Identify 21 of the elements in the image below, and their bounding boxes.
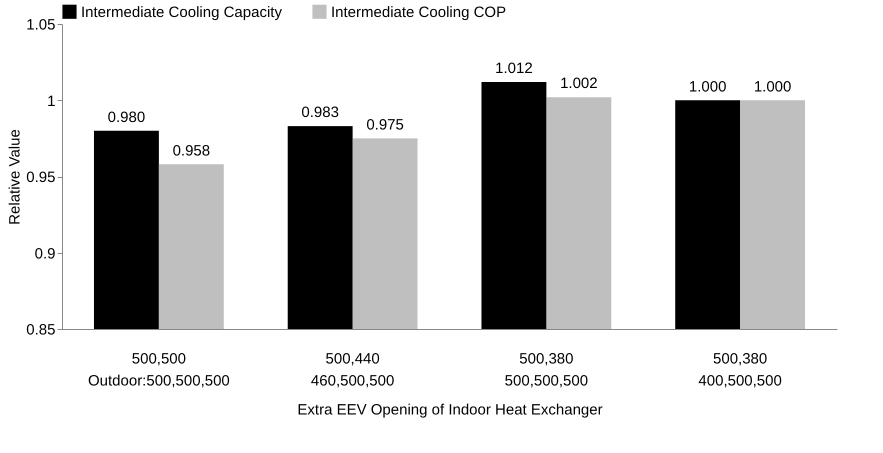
y-tick-label: 0.85 xyxy=(26,322,56,338)
x-tick-label: 500,440 460,500,500 xyxy=(310,350,394,390)
y-axis-title: Relative Value xyxy=(6,129,24,225)
y-tick-label: 1 xyxy=(47,92,56,110)
y-tick-label: 1.05 xyxy=(26,16,56,34)
data-label: 1.012 xyxy=(495,60,533,77)
x-tick-label: 500,380 400,500,500 xyxy=(698,350,782,390)
data-label: 0.983 xyxy=(301,104,339,122)
data-label: 0.975 xyxy=(366,116,404,134)
legend-label: Intermediate Cooling Capacity xyxy=(81,4,282,21)
x-tick-label: 500,500 Outdoor:500,500,500 xyxy=(88,350,230,390)
data-label: 0.980 xyxy=(108,108,146,126)
data-label: 1.002 xyxy=(560,75,598,92)
x-tick-label: 500,380 500,500,500 xyxy=(504,350,588,390)
data-label: 1.000 xyxy=(688,78,726,96)
y-tick-label: 0.9 xyxy=(34,245,56,262)
data-label: 0.958 xyxy=(172,142,210,160)
y-tick-label: 0.95 xyxy=(26,169,56,186)
legend-label: Intermediate Cooling COP xyxy=(331,4,506,21)
x-axis-title: Extra EEV Opening of Indoor Heat Exchanger xyxy=(297,402,603,418)
data-label: 1.000 xyxy=(754,78,792,96)
